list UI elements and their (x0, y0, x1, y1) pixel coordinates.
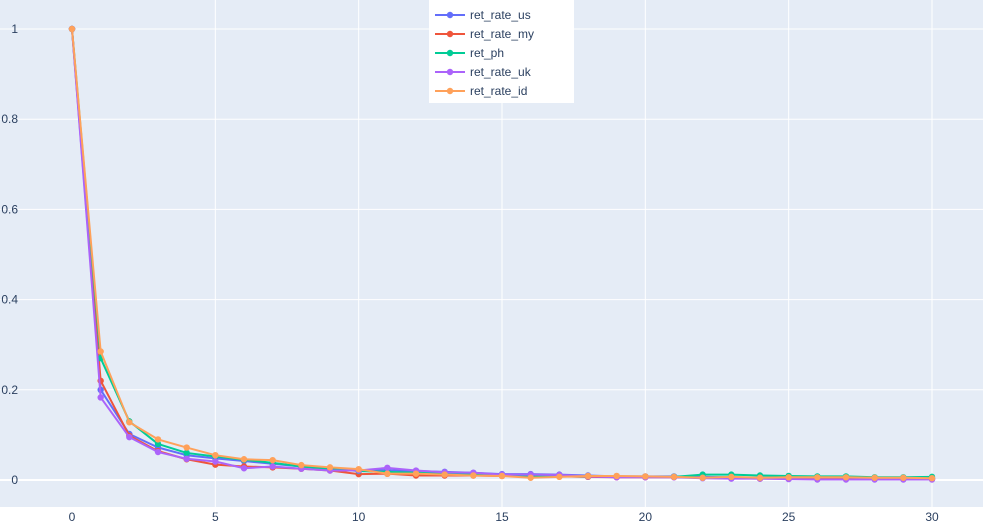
data-point (183, 449, 190, 457)
legend-label: ret_rate_my (470, 27, 534, 41)
legend-item[interactable]: ret_rate_my (435, 27, 534, 41)
y-tick-label: 0.4 (1, 293, 18, 307)
data-point (68, 25, 76, 33)
x-tick-label: 25 (782, 510, 796, 524)
data-point (900, 474, 907, 481)
data-point (154, 448, 162, 456)
data-point (699, 474, 706, 481)
y-tick-label: 0.8 (1, 112, 18, 126)
data-point (126, 433, 133, 441)
x-tick-label: 10 (352, 510, 366, 524)
legend-label: ret_rate_uk (470, 65, 532, 79)
y-tick-label: 0.2 (1, 383, 18, 397)
data-point (584, 472, 592, 480)
data-point (269, 463, 276, 470)
data-point (183, 444, 190, 451)
data-point (384, 464, 391, 472)
legend-label: ret_rate_id (470, 84, 527, 98)
data-point (642, 473, 649, 480)
data-point (97, 348, 104, 355)
legend-swatch-marker (446, 11, 454, 19)
legend-item[interactable]: ret_rate_us (435, 8, 531, 22)
series-layer (68, 25, 936, 483)
legend-swatch-marker (446, 30, 454, 38)
y-tick-label: 0.6 (1, 202, 18, 216)
series-ret_rate_id (68, 25, 936, 482)
legend-box (429, 0, 574, 103)
legend-item[interactable]: ret_rate_uk (435, 65, 532, 79)
x-tick-label: 0 (69, 510, 76, 524)
data-point (126, 419, 133, 426)
data-point (527, 474, 534, 481)
data-point (613, 472, 620, 480)
data-point (871, 474, 878, 481)
legend-swatch-marker (446, 68, 454, 76)
data-point (842, 474, 850, 481)
data-point (355, 465, 362, 473)
data-point (240, 465, 248, 472)
x-tick-label: 5 (212, 510, 219, 524)
data-point (183, 455, 190, 463)
legend-item[interactable]: ret_rate_id (435, 84, 527, 98)
legend-item[interactable]: ret_ph (435, 46, 504, 60)
tick-layer: 0 5 10 15 20 25 30 0 0.2 0.4 0.6 0.8 1 (1, 22, 939, 524)
legend-label: ret_rate_us (470, 8, 531, 22)
data-point (441, 471, 448, 478)
data-point (412, 470, 420, 477)
y-tick-label: 1 (11, 22, 18, 36)
data-point (212, 451, 219, 459)
data-point (212, 458, 219, 465)
data-point (556, 473, 563, 481)
legend[interactable]: ret_rate_us ret_rate_my ret_ph ret_rate_ukr… (429, 0, 574, 103)
legend-swatch-marker (446, 49, 454, 57)
data-point (154, 440, 162, 448)
data-point (756, 474, 764, 481)
x-tick-label: 20 (639, 510, 653, 524)
data-point (814, 474, 821, 481)
data-point (97, 394, 104, 401)
data-point (384, 470, 391, 477)
data-point (498, 472, 506, 480)
data-point (326, 464, 334, 471)
data-point (670, 473, 678, 481)
legend-swatch-marker (446, 87, 454, 95)
y-tick-label: 0 (11, 473, 18, 487)
x-tick-label: 15 (495, 510, 509, 524)
data-point (298, 461, 305, 469)
data-point (785, 474, 792, 481)
data-point (240, 456, 248, 463)
legend-label: ret_ph (470, 46, 504, 60)
x-tick-label: 30 (925, 510, 939, 524)
data-point (470, 472, 477, 479)
data-point (269, 456, 276, 464)
data-point (154, 436, 162, 443)
data-point (928, 474, 936, 482)
data-point (728, 473, 735, 481)
